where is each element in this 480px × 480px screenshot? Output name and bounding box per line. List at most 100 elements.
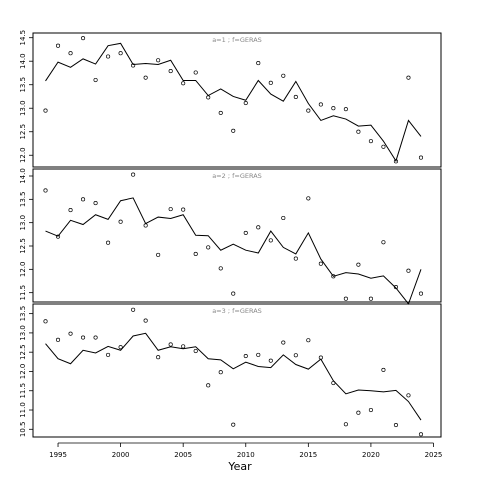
chart-panels: a=1 ; f=GERAS 12.0 12.5 13.0 13.5 14.0 14.5 a=2… bbox=[19, 30, 442, 438]
observed-point bbox=[356, 410, 361, 415]
observed-point bbox=[318, 102, 323, 107]
observed-point bbox=[231, 422, 236, 427]
x-tick-label: 2005 bbox=[174, 451, 192, 459]
observed-point bbox=[218, 266, 223, 271]
y-tick-label: 13.5 bbox=[19, 77, 27, 93]
fitted-line bbox=[45, 197, 422, 305]
panel-3: a=3 ; f=GERAS 10.5 11.0 11.5 12.0 12.5 13.0 13.… bbox=[19, 303, 442, 438]
y-tick-label: 14.0 bbox=[19, 168, 27, 184]
observed-point bbox=[418, 291, 424, 296]
observed-point bbox=[131, 307, 136, 312]
observed-point bbox=[306, 108, 311, 113]
panel-frame bbox=[32, 32, 442, 168]
panel-label: a=2 ; f=GERAS bbox=[212, 172, 262, 180]
y-tick-label: 12.5 bbox=[19, 124, 27, 140]
observed-point bbox=[156, 355, 161, 360]
y-tick-label: 13.0 bbox=[19, 325, 27, 341]
observed-point bbox=[181, 344, 186, 349]
y-tick-label: 14.5 bbox=[19, 30, 27, 46]
observed-point bbox=[93, 201, 98, 206]
observed-point bbox=[293, 94, 298, 99]
observed-point bbox=[218, 110, 223, 115]
observed-point bbox=[418, 432, 424, 437]
x-tick-label: 2000 bbox=[112, 451, 130, 459]
observed-point bbox=[68, 51, 73, 56]
panel-frame bbox=[32, 303, 442, 438]
observed-point bbox=[43, 108, 48, 113]
observed-point bbox=[55, 234, 61, 239]
panel-frame bbox=[32, 168, 442, 303]
y-tick-label: 12.0 bbox=[19, 364, 27, 380]
observed-point bbox=[343, 107, 348, 112]
y-tick-label: 12.0 bbox=[19, 262, 27, 278]
observed-point bbox=[256, 225, 261, 230]
observed-point bbox=[268, 238, 273, 243]
observed-point bbox=[106, 352, 111, 357]
y-tick-label: 12.0 bbox=[19, 147, 27, 163]
observed-point bbox=[206, 383, 211, 388]
observed-point bbox=[168, 207, 173, 212]
observed-point bbox=[356, 129, 361, 134]
observed-point bbox=[243, 353, 248, 359]
y-tick-label: 13.5 bbox=[19, 192, 27, 208]
observed-point bbox=[406, 75, 411, 80]
y-tick-label: 12.5 bbox=[19, 238, 27, 254]
observed-point bbox=[293, 256, 298, 261]
observed-point bbox=[381, 144, 386, 149]
observed-point bbox=[206, 95, 211, 100]
observed-point bbox=[231, 291, 236, 296]
observed-point bbox=[181, 207, 186, 212]
observed-point bbox=[381, 367, 386, 372]
observed-point bbox=[55, 337, 61, 342]
fitted-line bbox=[45, 42, 422, 163]
observed-point bbox=[343, 296, 348, 301]
observed-point bbox=[331, 380, 336, 386]
observed-point bbox=[143, 223, 148, 228]
observed-point bbox=[256, 352, 261, 357]
observed-point bbox=[393, 159, 398, 164]
observed-point bbox=[368, 296, 373, 301]
observed-point bbox=[243, 230, 248, 235]
observed-point bbox=[368, 407, 373, 413]
y-tick-label: 13.0 bbox=[19, 215, 27, 231]
panel-2: a=2 ; f=GERAS 11.5 12.0 12.5 13.0 13.5 14.0 bbox=[19, 168, 442, 305]
x-tick-label: 1995 bbox=[49, 451, 67, 459]
observed-point bbox=[118, 345, 123, 350]
y-tick-label: 12.5 bbox=[19, 344, 27, 360]
observed-point bbox=[368, 139, 373, 144]
observed-point bbox=[331, 274, 336, 279]
observed-point bbox=[306, 338, 311, 343]
observed-point bbox=[43, 188, 48, 193]
observed-point bbox=[193, 348, 198, 354]
y-tick-label: 11.5 bbox=[19, 383, 27, 399]
observed-point bbox=[55, 43, 61, 48]
panel-1: a=1 ; f=GERAS 12.0 12.5 13.0 13.5 14.0 14.5 bbox=[19, 30, 442, 168]
observed-point bbox=[106, 240, 111, 245]
y-tick-label: 11.0 bbox=[19, 402, 27, 418]
observed-point bbox=[81, 36, 86, 41]
x-axis-title: Year bbox=[227, 460, 252, 473]
observed-point bbox=[93, 335, 98, 340]
y-tick-label: 13.5 bbox=[19, 306, 27, 322]
observed-point bbox=[156, 58, 161, 63]
panel-label: a=3 ; f=GERAS bbox=[212, 307, 262, 315]
observed-point bbox=[168, 342, 173, 347]
observed-point bbox=[231, 128, 236, 133]
observed-point bbox=[393, 422, 398, 428]
observed-point bbox=[306, 196, 311, 201]
y-tick-label: 10.5 bbox=[19, 421, 27, 437]
observed-point bbox=[281, 340, 286, 345]
observed-point bbox=[181, 81, 186, 86]
observed-point bbox=[68, 208, 73, 213]
observed-point bbox=[381, 240, 386, 245]
observed-point bbox=[68, 331, 73, 336]
observed-point bbox=[131, 63, 136, 68]
observed-point bbox=[81, 197, 86, 202]
observed-point bbox=[206, 245, 211, 250]
observed-point bbox=[43, 319, 48, 324]
y-tick-label: 14.0 bbox=[19, 53, 27, 69]
observed-point bbox=[93, 77, 98, 83]
observed-point bbox=[118, 219, 123, 224]
observed-point bbox=[131, 172, 136, 177]
